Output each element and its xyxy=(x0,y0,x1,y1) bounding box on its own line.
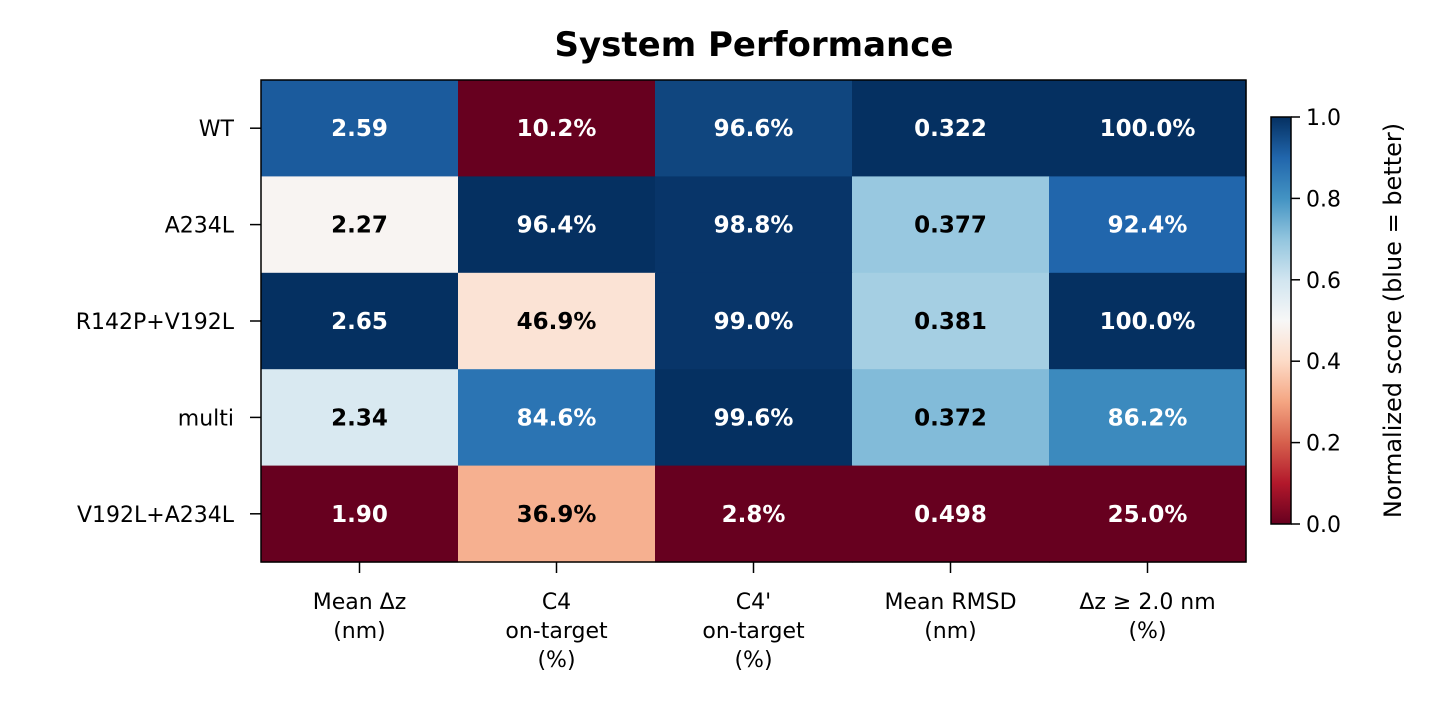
column-labels: Mean Δz (nm) C4 on-target (%) C4' on-target (%)… xyxy=(313,590,1216,673)
heatmap-cell xyxy=(261,176,459,274)
colorbar: 0.0 0.2 0.4 0.6 0.8 1.0 Normalized score (blue… xyxy=(1270,106,1407,538)
cell-value-label: 96.4% xyxy=(517,213,597,239)
column-label: Δz ≥ 2.0 nm (%) xyxy=(1079,590,1215,644)
heatmap-cell xyxy=(261,272,459,370)
heatmap-cell xyxy=(852,272,1050,370)
heatmap-cell xyxy=(852,80,1050,177)
cell-value-label: 2.27 xyxy=(331,213,388,239)
heatmap-cell xyxy=(655,369,853,467)
heatmap-cell xyxy=(1049,272,1247,370)
cell-value-label: 36.9% xyxy=(517,502,597,528)
cell-value-label: 99.0% xyxy=(714,309,794,335)
colorbar-tick-label: 0.6 xyxy=(1306,269,1341,294)
cell-value-label: 10.2% xyxy=(517,116,597,142)
colorbar-tick-label: 0.8 xyxy=(1306,187,1341,212)
heatmap-cell xyxy=(458,369,656,467)
heatmap-cell xyxy=(655,176,853,274)
heatmap-cell xyxy=(261,369,459,467)
heatmap-cell xyxy=(1049,465,1247,563)
row-label: R142P+V192L xyxy=(76,310,235,335)
cell-value-label: 86.2% xyxy=(1108,405,1188,431)
row-label: A234L xyxy=(165,214,235,239)
heatmap-cell-labels: 2.59 10.2% 96.6% 0.322 100.0% 2.27 96.4% 98.8% 0… xyxy=(331,116,1195,528)
row-label: V192L+A234L xyxy=(77,503,235,528)
cell-value-label: 46.9% xyxy=(517,309,597,335)
colorbar-label: Normalized score (blue = better) xyxy=(1379,123,1407,518)
heatmap-cell xyxy=(458,272,656,370)
heatmap-cell xyxy=(655,465,853,563)
cell-value-label: 0.322 xyxy=(914,116,987,142)
heatmap-cell xyxy=(852,465,1050,563)
cell-value-label: 2.65 xyxy=(331,309,388,335)
cell-value-label: 96.6% xyxy=(714,116,794,142)
column-label: C4 on-target (%) xyxy=(505,590,608,673)
heatmap-cell xyxy=(1049,369,1247,467)
chart-title: System Performance xyxy=(555,25,954,65)
colorbar-tick-label: 1.0 xyxy=(1306,106,1341,131)
cell-value-label: 2.59 xyxy=(331,116,388,142)
cell-value-label: 100.0% xyxy=(1100,116,1196,142)
cell-value-label: 1.90 xyxy=(331,502,388,528)
axes-frame xyxy=(250,79,1247,573)
heatmap-cell xyxy=(852,176,1050,274)
heatmap-cells xyxy=(261,80,1247,563)
row-labels: WT A234L R142P+V192L multi V192L+A234L xyxy=(76,117,235,528)
heatmap-cell xyxy=(1049,176,1247,274)
heatmap-cell xyxy=(655,272,853,370)
cell-value-label: 84.6% xyxy=(517,405,597,431)
cell-value-label: 2.34 xyxy=(331,405,388,431)
heatmap-cell xyxy=(1049,80,1247,177)
heatmap-cell xyxy=(458,176,656,274)
colorbar-tick-label: 0.0 xyxy=(1306,513,1341,538)
heatmap-cell xyxy=(458,465,656,563)
heatmap-cell xyxy=(261,80,459,177)
cell-value-label: 99.6% xyxy=(714,405,794,431)
cell-value-label: 0.498 xyxy=(914,502,987,528)
cell-value-label: 0.372 xyxy=(914,405,987,431)
cell-value-label: 98.8% xyxy=(714,213,794,239)
cell-value-label: 2.8% xyxy=(722,502,786,528)
heatmap-cell xyxy=(261,465,459,563)
cell-value-label: 92.4% xyxy=(1108,213,1188,239)
cell-value-label: 100.0% xyxy=(1100,309,1196,335)
row-label: WT xyxy=(199,117,235,142)
colorbar-gradient xyxy=(1270,116,1292,525)
row-label: multi xyxy=(178,406,234,431)
column-label: C4' on-target (%) xyxy=(702,590,805,673)
cell-value-label: 25.0% xyxy=(1108,502,1188,528)
column-label: Mean RMSD (nm) xyxy=(884,590,1016,644)
colorbar-tick-label: 0.4 xyxy=(1306,350,1341,375)
heatmap-cell xyxy=(655,80,853,177)
cell-value-label: 0.381 xyxy=(914,309,987,335)
cell-value-label: 0.377 xyxy=(914,213,987,239)
heatmap-cell xyxy=(458,80,656,177)
heatmap-cell xyxy=(852,369,1050,467)
colorbar-tick-label: 0.2 xyxy=(1306,432,1341,457)
column-label: Mean Δz (nm) xyxy=(313,590,407,644)
